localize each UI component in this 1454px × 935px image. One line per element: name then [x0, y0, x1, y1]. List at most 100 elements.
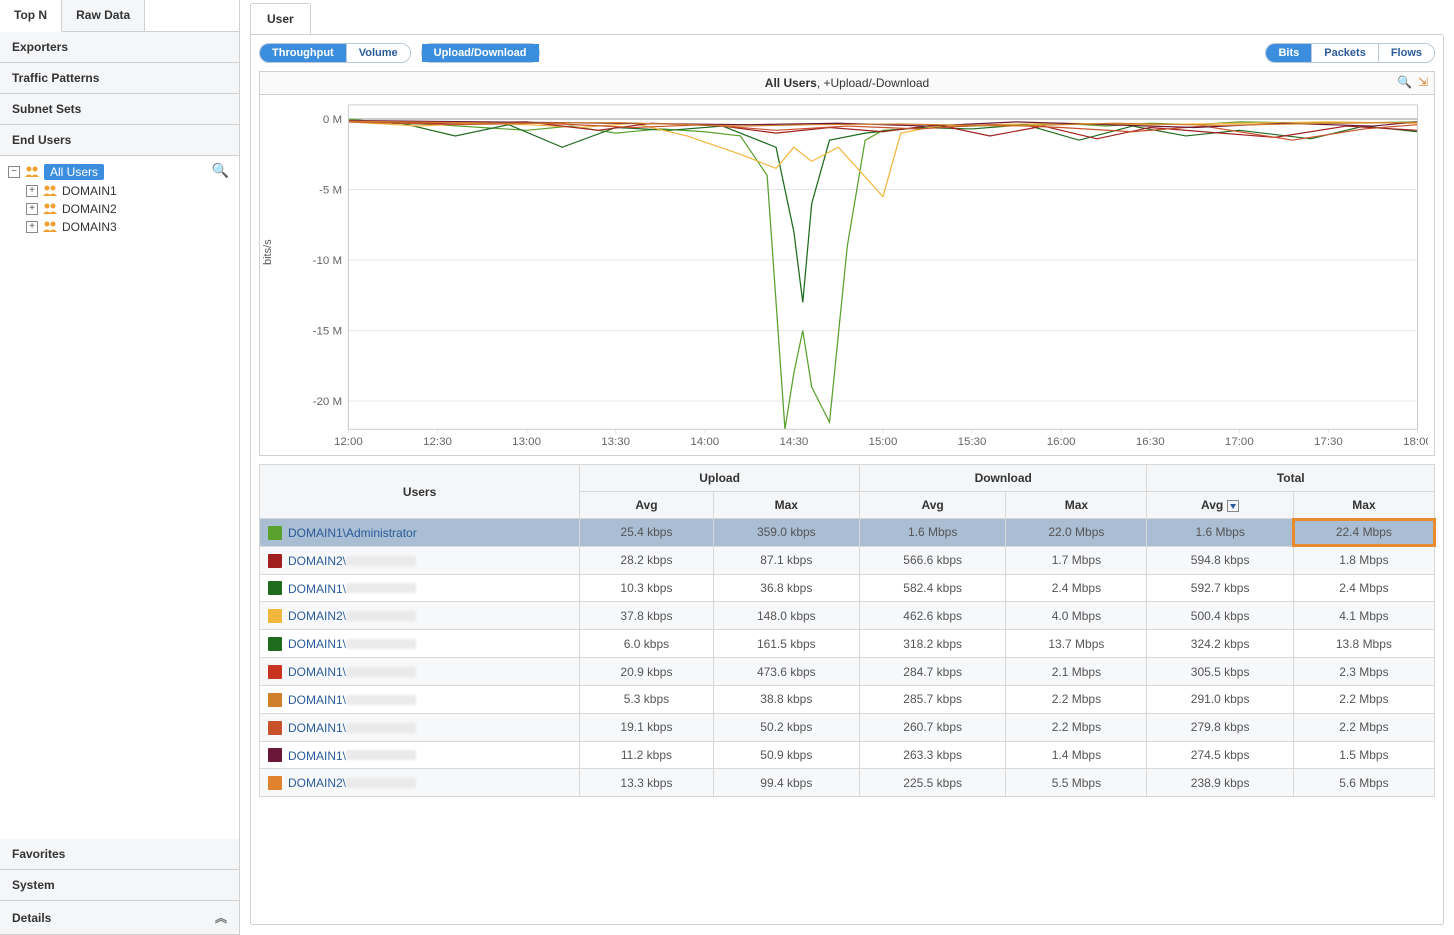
cell-value: 13.7 Mbps	[1006, 630, 1147, 658]
col-total-avg[interactable]: Avg	[1147, 492, 1293, 519]
cell-value: 22.4 Mbps	[1293, 519, 1434, 547]
cell-value: 13.8 Mbps	[1293, 630, 1434, 658]
user-link[interactable]: DOMAIN2\	[288, 554, 346, 568]
pill-upload-download[interactable]: Upload/Download	[422, 44, 539, 62]
main-tab-user[interactable]: User	[250, 3, 311, 34]
cell-value: 11.2 kbps	[580, 741, 713, 769]
user-link[interactable]: DOMAIN2\	[288, 776, 346, 790]
table-row[interactable]: DOMAIN1\5.3 kbps38.8 kbps285.7 kbps2.2 M…	[260, 685, 1435, 713]
table-row[interactable]: DOMAIN2\13.3 kbps99.4 kbps225.5 kbps5.5 …	[260, 769, 1435, 797]
tree-label: DOMAIN2	[62, 202, 117, 216]
chart-title: All Users, +Upload/-Download 🔍 ⇲	[260, 72, 1434, 95]
sidebar: Top N Raw Data Exporters Traffic Pattern…	[0, 0, 240, 935]
pill-volume[interactable]: Volume	[346, 44, 410, 62]
sidebar-tab-topn[interactable]: Top N	[0, 0, 62, 32]
nav-subnet-sets[interactable]: Subnet Sets	[0, 94, 239, 125]
table-row[interactable]: DOMAIN1\10.3 kbps36.8 kbps582.4 kbps2.4 …	[260, 574, 1435, 602]
main: User Throughput Volume Upload/Download B…	[240, 0, 1454, 935]
cell-value: 2.2 Mbps	[1293, 713, 1434, 741]
users-icon	[42, 202, 58, 216]
table-row[interactable]: DOMAIN1\Administrator25.4 kbps359.0 kbps…	[260, 519, 1435, 547]
search-icon[interactable]: 🔍	[212, 162, 229, 179]
user-link[interactable]: DOMAIN1\Administrator	[288, 526, 417, 540]
nav-end-users[interactable]: End Users	[0, 125, 239, 156]
chart-title-rest: , +Upload/-Download	[817, 76, 929, 90]
table-row[interactable]: DOMAIN1\6.0 kbps161.5 kbps318.2 kbps13.7…	[260, 630, 1435, 658]
redacted-text	[346, 611, 416, 621]
main-panel: Throughput Volume Upload/Download Bits P…	[250, 34, 1444, 925]
col-upload-avg[interactable]: Avg	[580, 492, 713, 519]
collapse-icon[interactable]	[8, 166, 20, 178]
table-row[interactable]: DOMAIN1\19.1 kbps50.2 kbps260.7 kbps2.2 …	[260, 713, 1435, 741]
cell-value: 5.5 Mbps	[1006, 769, 1147, 797]
user-link[interactable]: DOMAIN2\	[288, 609, 346, 623]
cell-value: 5.6 Mbps	[1293, 769, 1434, 797]
user-link[interactable]: DOMAIN1\	[288, 665, 346, 679]
redacted-text	[346, 723, 416, 733]
cell-value: 324.2 kbps	[1147, 630, 1293, 658]
expand-icon[interactable]	[26, 221, 38, 233]
export-icon[interactable]: ⇲	[1418, 75, 1428, 89]
col-users[interactable]: Users	[260, 465, 580, 519]
cell-value: 225.5 kbps	[859, 769, 1005, 797]
pill-bits[interactable]: Bits	[1266, 44, 1311, 62]
sidebar-tab-rawdata[interactable]: Raw Data	[62, 0, 145, 31]
user-link[interactable]: DOMAIN1\	[288, 693, 346, 707]
tree-item[interactable]: DOMAIN1	[8, 182, 231, 200]
cell-value: 260.7 kbps	[859, 713, 1005, 741]
pill-throughput[interactable]: Throughput	[260, 44, 346, 62]
nav-traffic-patterns[interactable]: Traffic Patterns	[0, 63, 239, 94]
table-row[interactable]: DOMAIN1\11.2 kbps50.9 kbps263.3 kbps1.4 …	[260, 741, 1435, 769]
cell-value: 50.2 kbps	[713, 713, 859, 741]
pill-flows[interactable]: Flows	[1378, 44, 1434, 62]
user-link[interactable]: DOMAIN1\	[288, 721, 346, 735]
chart-title-bold: All Users	[765, 76, 817, 90]
svg-text:0 M: 0 M	[323, 114, 342, 126]
cell-value: 500.4 kbps	[1147, 602, 1293, 630]
colgroup-download: Download	[859, 465, 1146, 492]
pill-packets[interactable]: Packets	[1311, 44, 1378, 62]
color-swatch	[268, 748, 282, 762]
redacted-text	[346, 750, 416, 760]
tree-item[interactable]: DOMAIN2	[8, 200, 231, 218]
cell-user: DOMAIN1\	[260, 685, 580, 713]
cell-user: DOMAIN1\	[260, 658, 580, 686]
table-row[interactable]: DOMAIN1\20.9 kbps473.6 kbps284.7 kbps2.1…	[260, 658, 1435, 686]
cell-value: 19.1 kbps	[580, 713, 713, 741]
nav-system[interactable]: System	[0, 870, 239, 901]
cell-value: 592.7 kbps	[1147, 574, 1293, 602]
cell-value: 161.5 kbps	[713, 630, 859, 658]
users-icon	[42, 220, 58, 234]
zoom-icon[interactable]: 🔍	[1397, 75, 1412, 89]
tree-item[interactable]: DOMAIN3	[8, 218, 231, 236]
nav-details[interactable]: Details ︽	[0, 901, 239, 935]
chart-body[interactable]: bits/s 0 M-5 M-10 M-15 M-20 M12:0012:301…	[260, 95, 1434, 455]
nav-favorites[interactable]: Favorites	[0, 839, 239, 870]
main-tabbar: User	[250, 0, 1444, 34]
user-link[interactable]: DOMAIN1\	[288, 637, 346, 651]
cell-value: 2.2 Mbps	[1006, 685, 1147, 713]
tree-root-all-users[interactable]: All Users	[8, 162, 231, 182]
table-row[interactable]: DOMAIN2\37.8 kbps148.0 kbps462.6 kbps4.0…	[260, 602, 1435, 630]
cell-value: 1.6 Mbps	[859, 519, 1005, 547]
redacted-text	[346, 556, 416, 566]
nav-exporters[interactable]: Exporters	[0, 32, 239, 63]
cell-value: 2.2 Mbps	[1006, 713, 1147, 741]
user-link[interactable]: DOMAIN1\	[288, 581, 346, 595]
cell-value: 2.3 Mbps	[1293, 658, 1434, 686]
expand-icon[interactable]	[26, 185, 38, 197]
col-download-max[interactable]: Max	[1006, 492, 1147, 519]
svg-text:18:00: 18:00	[1403, 436, 1428, 448]
color-swatch	[268, 665, 282, 679]
cell-value: 99.4 kbps	[713, 769, 859, 797]
colgroup-upload: Upload	[580, 465, 860, 492]
cell-user: DOMAIN2\	[260, 602, 580, 630]
col-download-avg[interactable]: Avg	[859, 492, 1005, 519]
col-upload-max[interactable]: Max	[713, 492, 859, 519]
svg-text:15:00: 15:00	[869, 436, 898, 448]
user-link[interactable]: DOMAIN1\	[288, 748, 346, 762]
table-row[interactable]: DOMAIN2\28.2 kbps87.1 kbps566.6 kbps1.7 …	[260, 546, 1435, 574]
expand-icon[interactable]	[26, 203, 38, 215]
col-total-max[interactable]: Max	[1293, 492, 1434, 519]
color-swatch	[268, 693, 282, 707]
